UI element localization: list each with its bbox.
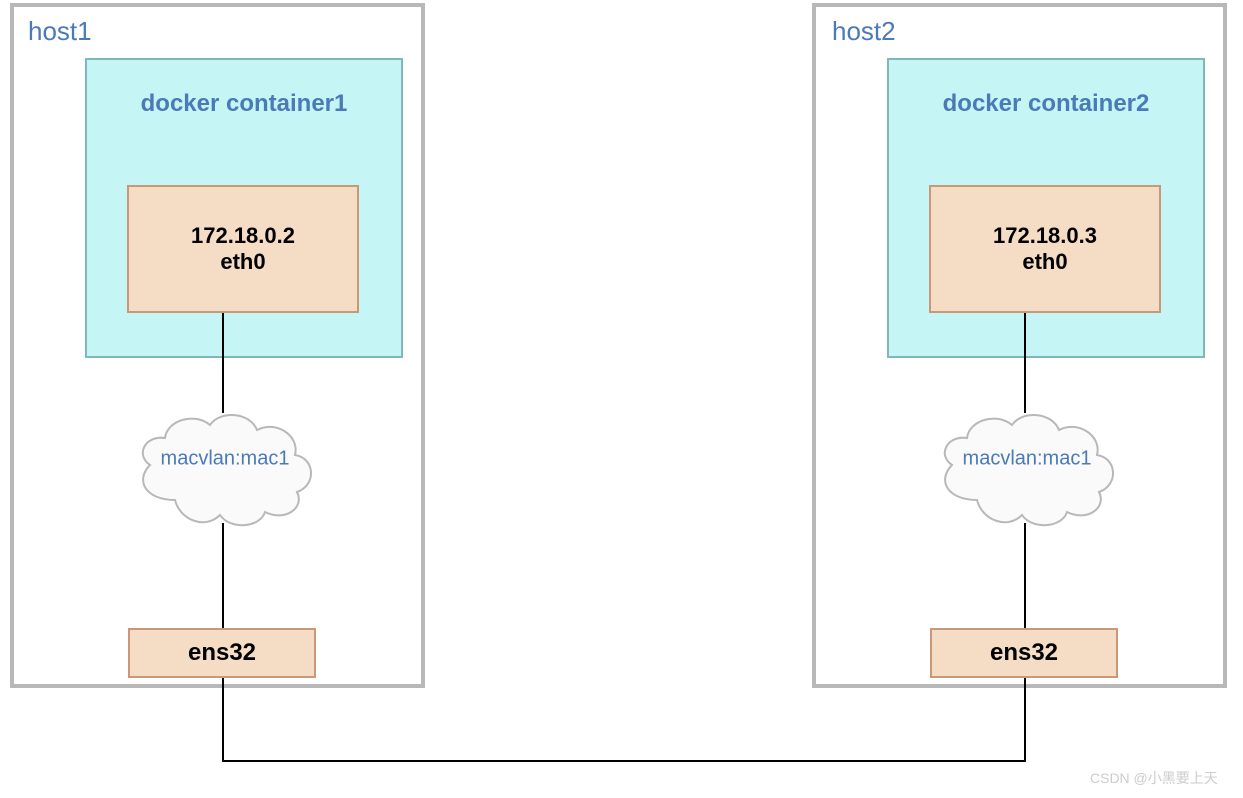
eth0-ip-1: 172.18.0.2 xyxy=(191,223,295,249)
cloud2-label: macvlan:mac1 xyxy=(927,447,1127,470)
eth0-name-1: eth0 xyxy=(220,249,265,275)
container1-label: docker container1 xyxy=(87,90,401,118)
container2-label: docker container2 xyxy=(889,90,1203,118)
ens-box-2: ens32 xyxy=(930,628,1118,678)
eth0-name-2: eth0 xyxy=(1022,249,1067,275)
eth0-ip-2: 172.18.0.3 xyxy=(993,223,1097,249)
bottom-hline xyxy=(222,760,1026,762)
line-h2-bot xyxy=(1024,523,1026,628)
host2-label: host2 xyxy=(832,16,896,47)
cloud1-label: macvlan:mac1 xyxy=(125,447,325,470)
watermark: CSDN @小黑要上天 xyxy=(1090,768,1218,788)
eth0-box-1: 172.18.0.2 eth0 xyxy=(127,185,359,313)
line-h2-top xyxy=(1024,313,1026,413)
ens-label-1: ens32 xyxy=(188,639,256,667)
bottom-vline-right xyxy=(1024,678,1026,760)
line-h1-top xyxy=(222,313,224,413)
bottom-vline-left xyxy=(222,678,224,760)
eth0-box-2: 172.18.0.3 eth0 xyxy=(929,185,1161,313)
ens-box-1: ens32 xyxy=(128,628,316,678)
ens-label-2: ens32 xyxy=(990,639,1058,667)
cloud1: macvlan:mac1 xyxy=(125,400,325,540)
host1-label: host1 xyxy=(28,16,92,47)
cloud2: macvlan:mac1 xyxy=(927,400,1127,540)
line-h1-bot xyxy=(222,523,224,628)
